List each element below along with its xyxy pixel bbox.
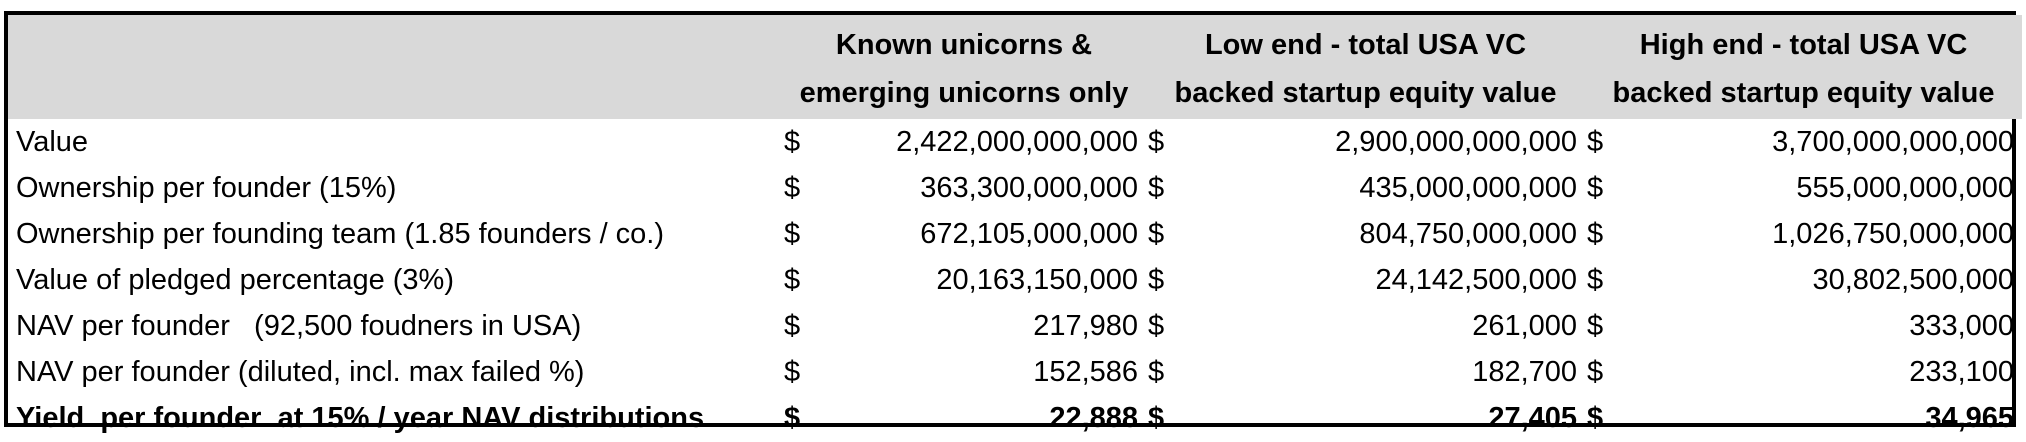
known-unicorns-value: 363,300,000,000 [920, 171, 1139, 204]
header-blank-cell [8, 15, 782, 69]
high-end-value: 30,802,500,000 [1812, 263, 2015, 296]
currency-symbol: $ [1148, 217, 1165, 250]
currency-symbol: $ [1587, 263, 1604, 296]
currency-symbol: $ [1148, 263, 1165, 296]
currency-symbol: $ [1587, 401, 1604, 434]
currency-symbol: $ [784, 125, 801, 158]
currency-symbol: $ [1148, 355, 1165, 388]
currency-symbol: $ [1587, 125, 1604, 158]
currency-symbol: $ [1148, 309, 1165, 342]
header-high-end-line2: backed startup equity value [1585, 69, 2023, 119]
header-known-unicorns-line1: Known unicorns & [782, 15, 1147, 69]
known-unicorns-value: 20,163,150,000 [936, 263, 1139, 296]
currency-symbol: $ [784, 171, 801, 204]
table-body: Value $ 2,422,000,000,000 $ 2,900,000,00… [8, 119, 2022, 441]
header-high-end-line1: High end - total USA VC [1585, 15, 2023, 69]
header-blank-cell [8, 69, 782, 119]
currency-symbol: $ [784, 263, 801, 296]
currency-symbol: $ [784, 217, 801, 250]
high-end-value: 333,000 [1909, 309, 2015, 342]
known-unicorns-value: 152,586 [1033, 355, 1139, 388]
low-end-value: 261,000 [1472, 309, 1578, 342]
header-low-end-line2: backed startup equity value [1146, 69, 1586, 119]
known-unicorns-value: 672,105,000,000 [920, 217, 1139, 250]
known-unicorns-value: 22,888 [1049, 401, 1139, 434]
spreadsheet-table-frame: Known unicorns & Low end - total USA VC … [4, 11, 2023, 432]
high-end-value: 3,700,000,000,000 [1772, 125, 2015, 158]
row-label: Value [16, 125, 89, 158]
low-end-value: 804,750,000,000 [1359, 217, 1578, 250]
row-label: Yield per founder at 15% / year NAV dist… [16, 401, 705, 434]
currency-symbol: $ [784, 309, 801, 342]
row-label: Value of pledged percentage (3%) [16, 263, 454, 296]
header-row-1: Known unicorns & Low end - total USA VC … [8, 15, 2023, 69]
known-unicorns-value: 2,422,000,000,000 [896, 125, 1139, 158]
table-row: Ownership per founder (15%) $ 363,300,00… [8, 165, 2022, 211]
table-row: Value of pledged percentage (3%) $ 20,16… [8, 257, 2022, 303]
low-end-value: 2,900,000,000,000 [1335, 125, 1578, 158]
known-unicorns-value: 217,980 [1033, 309, 1139, 342]
high-end-value: 34,965 [1925, 401, 2015, 434]
high-end-value: 233,100 [1909, 355, 2015, 388]
header-known-unicorns-line2: emerging unicorns only [782, 69, 1147, 119]
high-end-value: 555,000,000,000 [1796, 171, 2015, 204]
table-row: NAV per founder (diluted, incl. max fail… [8, 349, 2022, 395]
low-end-value: 27,405 [1488, 401, 1578, 434]
row-label: Ownership per founding team (1.85 founde… [16, 217, 665, 250]
high-end-value: 1,026,750,000,000 [1772, 217, 2015, 250]
currency-symbol: $ [1587, 355, 1604, 388]
low-end-value: 182,700 [1472, 355, 1578, 388]
header-low-end-line1: Low end - total USA VC [1146, 15, 1586, 69]
founder-equity-table: Known unicorns & Low end - total USA VC … [8, 15, 2023, 441]
row-label: NAV per founder (diluted, incl. max fail… [16, 355, 585, 388]
table-row: NAV per founder (92,500 foudners in USA)… [8, 303, 2022, 349]
table-row: Value $ 2,422,000,000,000 $ 2,900,000,00… [8, 119, 2022, 165]
currency-symbol: $ [1587, 217, 1604, 250]
currency-symbol: $ [1148, 401, 1165, 434]
currency-symbol: $ [1148, 125, 1165, 158]
currency-symbol: $ [1587, 171, 1604, 204]
low-end-value: 24,142,500,000 [1375, 263, 1578, 296]
row-label: Ownership per founder (15%) [16, 171, 397, 204]
currency-symbol: $ [784, 355, 801, 388]
low-end-value: 435,000,000,000 [1359, 171, 1578, 204]
row-label: NAV per founder (92,500 foudners in USA) [16, 309, 582, 342]
table-row: Ownership per founding team (1.85 founde… [8, 211, 2022, 257]
currency-symbol: $ [1148, 171, 1165, 204]
table-header: Known unicorns & Low end - total USA VC … [8, 15, 2023, 119]
table-row-yield-total: Yield per founder at 15% / year NAV dist… [8, 395, 2022, 441]
currency-symbol: $ [1587, 309, 1604, 342]
currency-symbol: $ [784, 401, 801, 434]
header-row-2: emerging unicorns only backed startup eq… [8, 69, 2023, 119]
